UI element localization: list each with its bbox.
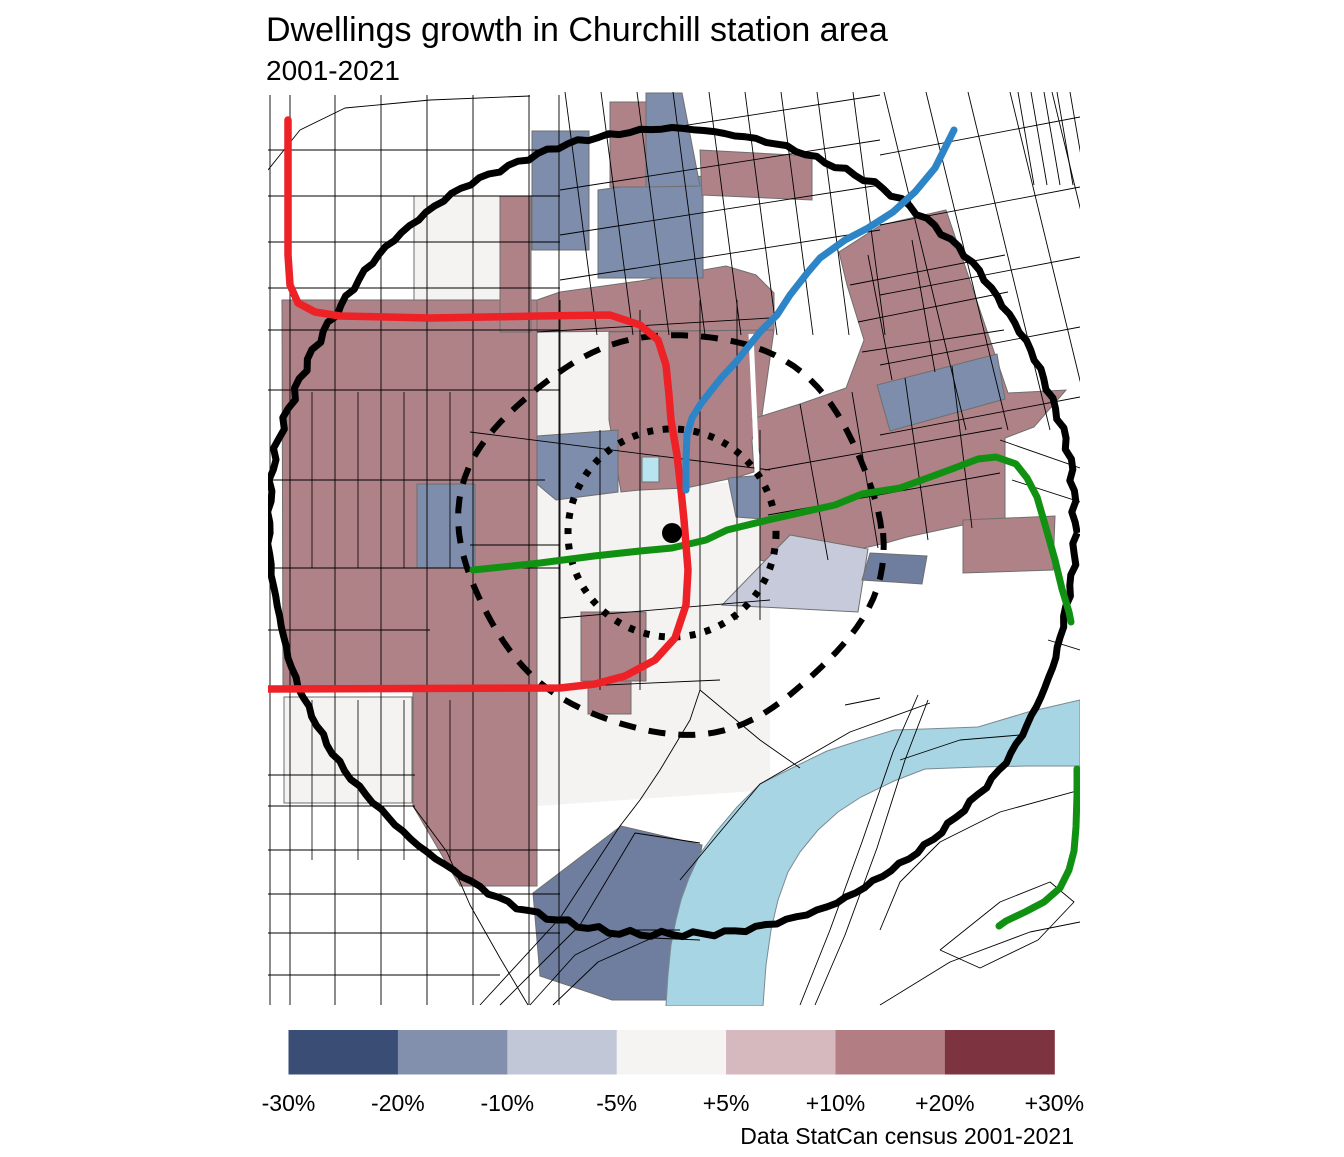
svg-text:Dwellings growth in Churchill: Dwellings growth in Churchill station ar… bbox=[266, 11, 888, 49]
svg-text:-20%: -20% bbox=[371, 1090, 425, 1116]
svg-text:-5%: -5% bbox=[596, 1090, 637, 1116]
svg-text:+10%: +10% bbox=[806, 1090, 865, 1116]
svg-text:-30%: -30% bbox=[262, 1090, 316, 1116]
svg-text:+5%: +5% bbox=[703, 1090, 750, 1116]
svg-text:+20%: +20% bbox=[915, 1090, 974, 1116]
svg-text:-10%: -10% bbox=[480, 1090, 534, 1116]
svg-text:+30%: +30% bbox=[1025, 1090, 1084, 1116]
svg-text:2001-2021: 2001-2021 bbox=[266, 55, 400, 86]
svg-text:Data StatCan census 2001-2021: Data StatCan census 2001-2021 bbox=[740, 1123, 1074, 1149]
